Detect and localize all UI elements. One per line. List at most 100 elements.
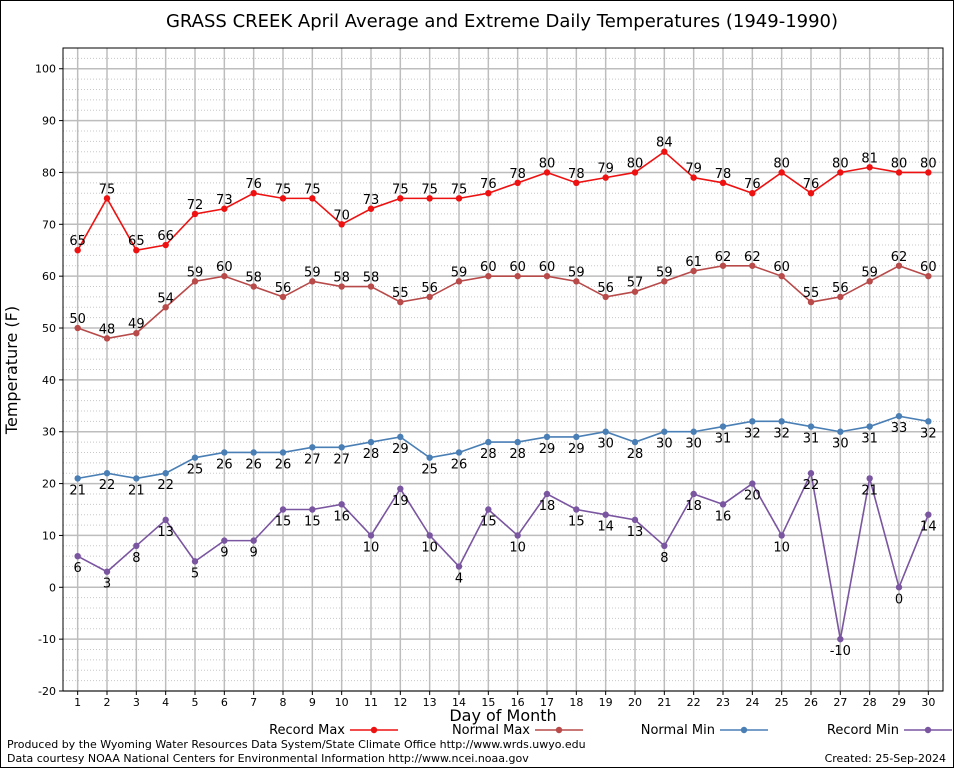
record-max-point <box>221 205 228 212</box>
record-max-data-label: 75 <box>392 182 409 197</box>
record-min-point <box>221 537 228 544</box>
record-max-point <box>602 174 609 181</box>
record-min-data-label: 14 <box>920 520 937 535</box>
x-tick-label: 9 <box>309 696 316 709</box>
series-record-min: 6 3 8 13 5 9 9 15 15 16 10 19 10 4 15 10 18 15 14 13 8 18 16 20… <box>74 470 937 659</box>
x-tick-label: 12 <box>393 696 407 709</box>
record-max-point <box>749 189 756 197</box>
y-tick-label: 50 <box>42 322 56 335</box>
normal-min-point <box>279 449 287 456</box>
record-max-point <box>250 189 257 197</box>
normal-min-point <box>925 418 932 425</box>
record-max-data-label: 72 <box>187 198 204 213</box>
record-min-data-label: 20 <box>744 489 761 504</box>
record-min-point <box>426 532 433 539</box>
normal-min-point <box>573 433 580 441</box>
x-tick-label: 6 <box>221 696 228 709</box>
record-min-data-label: 9 <box>220 546 228 561</box>
footer-created-date: Created: 25-Sep-2024 <box>825 752 946 765</box>
y-axis-label: Temperature (F) <box>2 306 21 435</box>
normal-min-point <box>602 428 609 435</box>
normal-max-data-label: 61 <box>685 255 702 270</box>
series-record-max: 65 75 65 66 72 73 76 75 75 70 73 75 75 75 76 78 80 78 79 80… <box>69 136 937 254</box>
record-min-line <box>77 470 930 640</box>
normal-max-data-label: 59 <box>656 265 673 280</box>
normal-min-point <box>338 444 345 451</box>
record-max-point <box>309 195 316 202</box>
record-min-data-label: 10 <box>773 540 790 555</box>
x-tick-label: 10 <box>335 696 349 709</box>
normal-min-line <box>77 415 929 480</box>
record-max-point <box>162 241 169 249</box>
record-min-point <box>74 552 81 560</box>
normal-min-data-label: 29 <box>568 442 585 457</box>
record-min-data-label: 15 <box>304 515 321 530</box>
normal-min-point <box>367 438 375 446</box>
record-max-data-label: 79 <box>597 162 614 177</box>
normal-min-data-label: 31 <box>803 432 820 447</box>
record-max-data-label: 80 <box>627 156 644 171</box>
normal-min-data-label: 26 <box>275 457 292 472</box>
normal-max-point <box>837 293 844 301</box>
record-max-point <box>895 169 903 176</box>
record-max-data-label: 80 <box>539 156 556 171</box>
normal-min-point <box>133 475 140 482</box>
normal-min-point <box>485 438 492 446</box>
record-max-data-label: 78 <box>715 167 732 182</box>
record-max-data-label: 81 <box>861 151 878 166</box>
normal-min-data-label: 30 <box>685 437 702 452</box>
record-max-data-label: 73 <box>363 193 380 208</box>
record-min-point <box>661 542 668 550</box>
x-tick-label: 28 <box>863 696 877 709</box>
x-tick-label: 21 <box>657 696 671 709</box>
normal-min-data-label: 33 <box>891 421 908 436</box>
normal-max-data-label: 60 <box>773 260 790 275</box>
chart-title: GRASS CREEK April Average and Extreme Da… <box>166 11 838 32</box>
record-min-data-label: 14 <box>597 520 614 535</box>
record-max-point <box>778 169 785 176</box>
record-min-point <box>338 501 345 508</box>
record-max-point <box>866 164 873 171</box>
x-axis-ticks: 1 2 3 4 5 6 7 8 9 10 11 12 13 14 15 16 17 18 19 20 21 22 23 24 2… <box>74 691 935 709</box>
record-min-data-label: 9 <box>250 546 258 561</box>
record-min-point <box>631 516 639 524</box>
normal-max-point <box>162 304 169 311</box>
normal-max-point <box>367 283 375 290</box>
normal-min-point <box>749 418 756 425</box>
normal-min-data-label: 22 <box>157 478 174 493</box>
record-max-point <box>925 169 932 176</box>
y-tick-label: 10 <box>42 529 56 542</box>
record-max-data-label: 78 <box>568 167 585 182</box>
normal-min-data-label: 31 <box>715 432 732 447</box>
normal-max-point <box>661 278 668 285</box>
record-max-point <box>133 247 140 254</box>
y-tick-label: 100 <box>35 63 56 76</box>
normal-min-point <box>895 412 903 420</box>
normal-max-point <box>191 278 199 285</box>
normal-min-data-label: 22 <box>99 478 116 493</box>
normal-min-data-label: 32 <box>744 426 761 441</box>
record-max-data-label: 70 <box>333 208 350 223</box>
y-tick-label: 30 <box>42 426 56 439</box>
footer-data-courtesy: Data courtesy NOAA National Centers for … <box>7 752 529 765</box>
normal-min-point <box>426 454 433 461</box>
record-max-data-label: 65 <box>128 234 145 249</box>
normal-max-data-label: 56 <box>597 281 614 296</box>
normal-max-data-label: 60 <box>480 260 497 275</box>
y-tick-label: 90 <box>42 115 56 128</box>
normal-max-point <box>338 283 345 290</box>
normal-min-data-label: 26 <box>216 457 233 472</box>
series-normal-min: 21 22 21 22 25 26 26 26 27 27 28 29 25 26 28 28 29 29 30 28… <box>69 412 937 498</box>
legend-item-normal-max: Normal Max <box>452 723 583 738</box>
record-max-point <box>807 189 815 197</box>
legend: Record Max Normal Max Normal Min Record Min <box>269 723 952 738</box>
record-max-point <box>397 195 404 202</box>
x-tick-label: 2 <box>104 696 111 709</box>
record-max-data-label: 66 <box>157 229 174 244</box>
normal-max-point <box>221 272 228 280</box>
normal-max-data-label: 59 <box>568 265 585 280</box>
record-max-point <box>719 179 727 187</box>
normal-max-point <box>719 262 727 269</box>
y-tick-label: -20 <box>38 685 56 698</box>
